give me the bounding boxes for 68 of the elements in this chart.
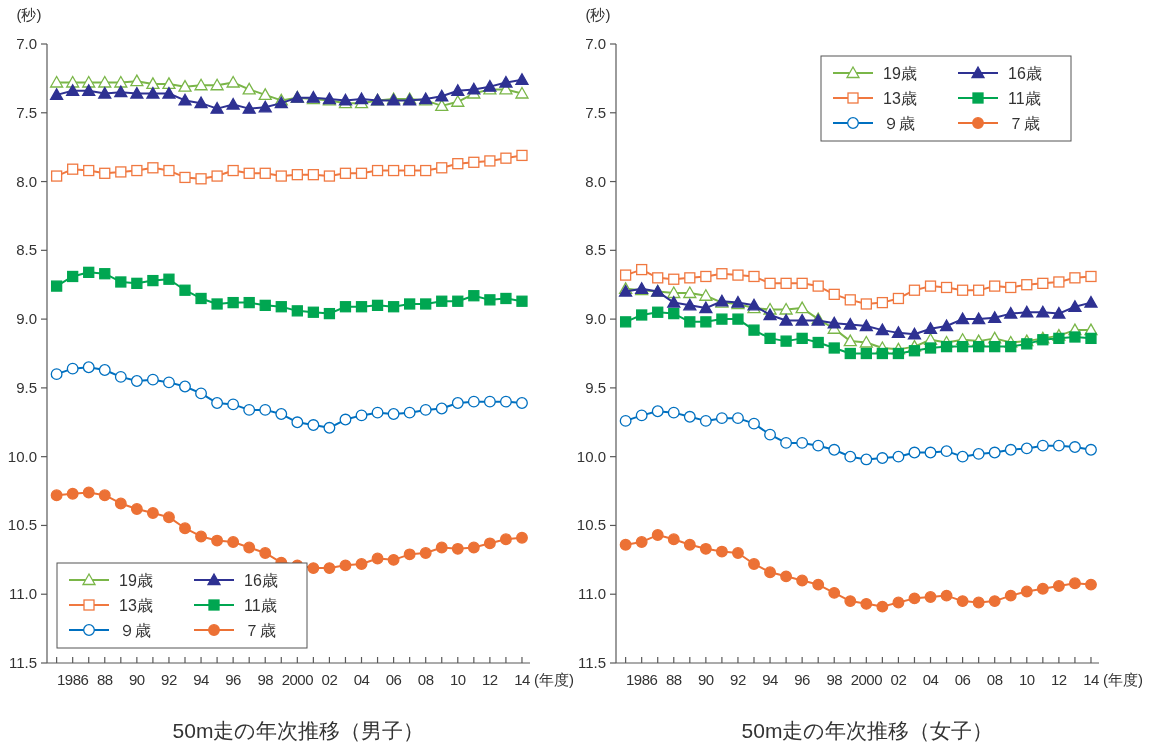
x-tick-label: 96	[794, 671, 811, 688]
text: 50m走の年次推移（女子）	[741, 719, 994, 742]
x-tick-label: 04	[353, 671, 370, 688]
y-tick-label: 7.5	[16, 103, 37, 121]
x-axis-title: (年度)	[533, 671, 574, 688]
legend-label: 13歳	[883, 90, 917, 107]
y-tick-label: 10.0	[576, 447, 606, 465]
y-tick-label: 8.0	[585, 172, 606, 190]
y-tick-label: 11.0	[577, 585, 606, 603]
x-tick-label: 02	[321, 671, 338, 688]
y-tick-label: 9.5	[585, 378, 606, 396]
legend-label: ９歳	[119, 622, 151, 639]
x-tick-label: 10	[1018, 671, 1035, 688]
x-tick-label: 14	[514, 671, 530, 688]
x-tick-label: 02	[890, 671, 907, 688]
y-tick-label: 8.5	[585, 241, 606, 259]
y-tick-label: 7.0	[585, 35, 606, 52]
legend-label: 13歳	[119, 597, 153, 614]
x-tick-label: 98	[826, 671, 843, 688]
x-tick-label: 2000	[850, 671, 883, 688]
x-tick-label: 92	[730, 671, 746, 688]
y-axis-title: (秒)	[585, 6, 611, 23]
y-tick-label: 9.0	[16, 310, 37, 328]
legend-label: 16歳	[1008, 65, 1042, 82]
x-tick-label: 06	[385, 671, 402, 688]
x-tick-label: 06	[954, 671, 971, 688]
y-tick-label: 9.0	[585, 310, 606, 328]
legend-label: 19歳	[119, 572, 153, 589]
y-tick-label: 7.5	[585, 103, 606, 121]
legend-label: 19歳	[883, 65, 917, 82]
x-tick-label: 90	[698, 671, 714, 688]
x-tick-label: 2000	[281, 671, 314, 688]
y-tick-label: 10.5	[576, 516, 606, 534]
legend-label: 16歳	[244, 572, 278, 589]
x-tick-label: 12	[482, 671, 498, 688]
x-tick-label: 1986	[56, 671, 89, 688]
legend-label: ７歳	[244, 622, 276, 639]
legend-label: 11歳	[1008, 90, 1041, 107]
text: 50m走の年次推移（男子）	[172, 719, 425, 742]
y-tick-label: 10.0	[7, 447, 37, 465]
x-tick-label: 94	[193, 671, 210, 688]
x-tick-label: 88	[665, 671, 682, 688]
x-tick-label: 08	[417, 671, 434, 688]
y-tick-label: 8.5	[16, 241, 37, 259]
y-tick-label: 9.5	[16, 378, 37, 396]
x-tick-label: 08	[986, 671, 1003, 688]
x-tick-label: 12	[1051, 671, 1067, 688]
legend-label: 11歳	[244, 597, 277, 614]
legend-label: ７歳	[1008, 115, 1040, 132]
y-axis-title: (秒)	[16, 6, 42, 23]
x-tick-label: 88	[96, 671, 113, 688]
x-tick-label: 10	[449, 671, 466, 688]
x-tick-label: 90	[129, 671, 145, 688]
y-tick-label: 11.5	[8, 654, 37, 671]
x-tick-label: 92	[161, 671, 177, 688]
x-tick-label: 98	[257, 671, 274, 688]
y-tick-label: 11.5	[577, 654, 606, 671]
y-tick-label: 8.0	[16, 172, 37, 190]
x-tick-label: 94	[762, 671, 779, 688]
x-tick-label: 96	[225, 671, 242, 688]
y-tick-label: 11.0	[8, 585, 37, 603]
legend-label: ９歳	[883, 115, 915, 132]
x-tick-label: 1986	[625, 671, 658, 688]
y-tick-label: 10.5	[7, 516, 37, 534]
x-tick-label: 14	[1083, 671, 1099, 688]
y-tick-label: 7.0	[16, 35, 37, 52]
x-axis-title: (年度)	[1102, 671, 1143, 688]
x-tick-label: 04	[922, 671, 939, 688]
